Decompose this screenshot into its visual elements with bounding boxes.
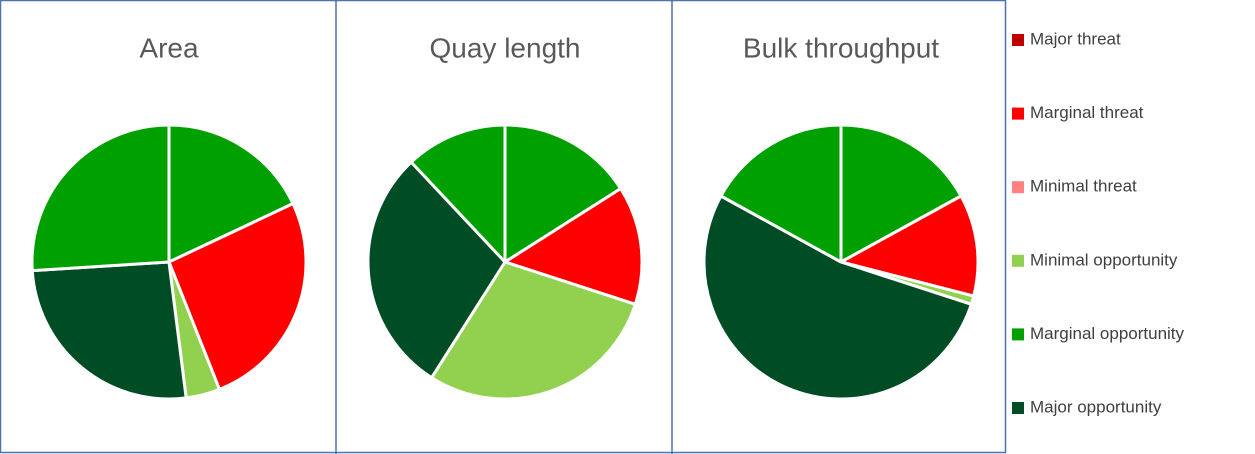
pie-slice [839,123,963,264]
legend-label: Marginal threat [1030,103,1144,122]
pie-slice [702,194,973,401]
legend-label: Major threat [1030,29,1121,48]
legend-label: Minimal opportunity [1030,250,1178,269]
legend-label: Major opportunity [1030,397,1162,416]
panel-frame [0,0,1007,454]
pie-slice [503,187,644,306]
pie-slice [30,123,171,273]
legend-label: Marginal opportunity [1030,324,1185,343]
legend-swatch [1012,402,1024,414]
pie-slice [30,260,188,401]
pie-slice [409,123,507,264]
legend-swatch [1012,107,1024,120]
pie-title: Area [139,32,199,63]
legend-swatch [1012,181,1024,194]
pie-slice [167,123,295,264]
pie-slice [719,123,843,264]
pie-slice [503,123,623,264]
pie-title: Quay length [430,32,581,63]
pie-slice [430,260,637,401]
pie-title: Bulk throughput [743,32,939,63]
pie-slice [839,194,980,298]
legend-swatch [1012,328,1024,341]
pie-slice [167,202,308,391]
legend-swatch [1012,34,1024,46]
legend-label: Minimal threat [1030,177,1137,196]
legend-swatch [1012,254,1024,267]
pie-slice [366,160,507,380]
